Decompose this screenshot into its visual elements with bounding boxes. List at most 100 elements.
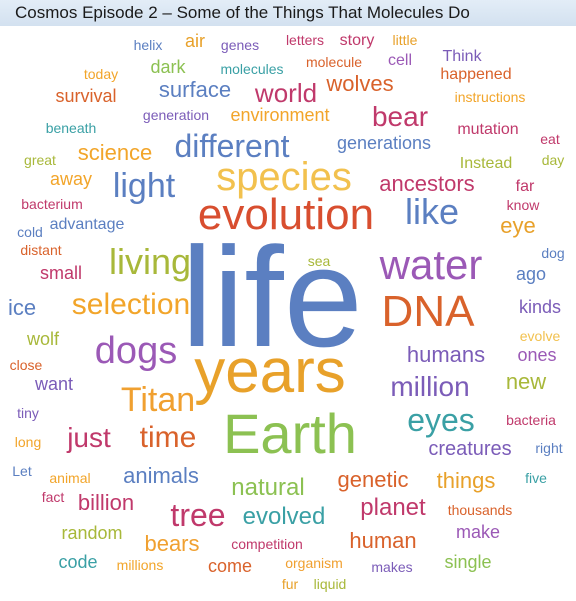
word-know: know: [506, 197, 540, 213]
word-story: story: [339, 32, 375, 49]
word-organism: organism: [285, 555, 343, 571]
word-planet: planet: [360, 494, 426, 521]
word-eat: eat: [540, 131, 560, 147]
word-kinds: kinds: [518, 297, 562, 317]
word-like: like: [404, 191, 460, 232]
word-billion: billion: [77, 490, 135, 515]
word-things: things: [436, 468, 496, 493]
word-little: little: [392, 32, 418, 48]
word-light: light: [112, 167, 176, 205]
word-advantage: advantage: [49, 216, 125, 233]
word-single: single: [444, 552, 492, 572]
word-selection: selection: [71, 288, 191, 321]
word-natural: natural: [231, 474, 305, 501]
word-wolf: wolf: [26, 329, 60, 349]
word-million: million: [390, 371, 470, 402]
word-thousands: thousands: [447, 502, 513, 518]
word-cell: cell: [387, 52, 413, 69]
word-generations: generations: [336, 133, 432, 153]
word-molecules: molecules: [220, 61, 284, 77]
word-five: five: [525, 470, 547, 486]
word-bear: bear: [371, 101, 429, 132]
word-makes: makes: [371, 559, 413, 575]
word-close: close: [9, 357, 43, 373]
word-beneath: beneath: [45, 120, 97, 136]
word-random: random: [61, 523, 123, 543]
word-time: time: [139, 421, 197, 454]
word-survival: survival: [55, 86, 117, 106]
word-different: different: [174, 128, 290, 164]
word-great: great: [24, 152, 56, 168]
word-ones: ones: [517, 345, 557, 365]
word-air: air: [184, 31, 206, 51]
word-code: code: [58, 552, 98, 572]
word-dna: DNA: [381, 287, 475, 336]
word-tree: tree: [170, 497, 226, 533]
word-evolution: evolution: [197, 190, 375, 239]
word-human: human: [349, 528, 417, 553]
word-genes: genes: [220, 37, 260, 53]
word-sea: sea: [307, 253, 331, 269]
word-day: day: [541, 152, 565, 168]
word-ancestors: ancestors: [379, 171, 475, 196]
word-helix: helix: [133, 37, 163, 53]
word-fur: fur: [281, 576, 299, 592]
word-titan: Titan: [120, 381, 196, 419]
word-environment: environment: [230, 105, 330, 125]
word-let: Let: [12, 463, 32, 479]
word-competition: competition: [231, 536, 303, 552]
word-species: species: [216, 155, 352, 199]
word-fact: fact: [41, 489, 65, 505]
title-bar: Cosmos Episode 2 – Some of the Things Th…: [0, 0, 576, 26]
word-years: years: [194, 337, 346, 406]
word-think: Think: [442, 48, 482, 65]
word-liquid: liquid: [313, 576, 347, 592]
word-letters: letters: [285, 32, 325, 48]
word-life: life: [181, 218, 363, 377]
word-long: long: [14, 434, 42, 450]
word-small: small: [39, 263, 83, 283]
word-just: just: [67, 422, 111, 453]
cloud-title: Cosmos Episode 2 – Some of the Things Th…: [15, 3, 470, 22]
word-distant: distant: [20, 242, 62, 258]
word-dog: dog: [541, 245, 565, 261]
word-millions: millions: [116, 557, 164, 573]
word-world: world: [254, 78, 318, 108]
word-bacterium: bacterium: [21, 196, 83, 212]
word-creatures: creatures: [428, 438, 512, 460]
word-earth: Earth: [223, 402, 357, 465]
word-water: water: [379, 241, 483, 288]
word-animals: animals: [123, 463, 199, 488]
word-happened: happened: [440, 66, 512, 83]
word-ice: ice: [7, 295, 37, 320]
word-want: want: [34, 374, 74, 394]
word-eyes: eyes: [407, 402, 475, 438]
word-science: science: [77, 140, 153, 165]
word-far: far: [515, 178, 535, 195]
word-new: new: [505, 369, 547, 394]
word-right: right: [535, 440, 563, 456]
word-evolve: evolve: [519, 328, 561, 344]
word-evolved: evolved: [242, 503, 326, 530]
word-living: living: [108, 241, 192, 282]
word-away: away: [49, 169, 93, 189]
word-wolves: wolves: [326, 71, 394, 96]
word-today: today: [83, 66, 119, 82]
word-surface: surface: [158, 77, 232, 102]
word-generation: generation: [142, 107, 210, 123]
word-bacteria: bacteria: [506, 412, 556, 428]
word-cold: cold: [17, 224, 43, 240]
word-humans: humans: [406, 342, 486, 367]
word-make: make: [455, 522, 501, 542]
word-dark: dark: [150, 57, 186, 77]
word-come: come: [207, 556, 253, 576]
word-animal: animal: [49, 470, 91, 486]
word-tiny: tiny: [17, 405, 39, 421]
word-bears: bears: [144, 531, 200, 556]
word-mutation: mutation: [457, 121, 519, 138]
word-eye: eye: [500, 213, 536, 238]
word-instead: Instead: [459, 155, 513, 172]
word-genetic: genetic: [337, 467, 409, 492]
word-ago: ago: [515, 264, 547, 284]
